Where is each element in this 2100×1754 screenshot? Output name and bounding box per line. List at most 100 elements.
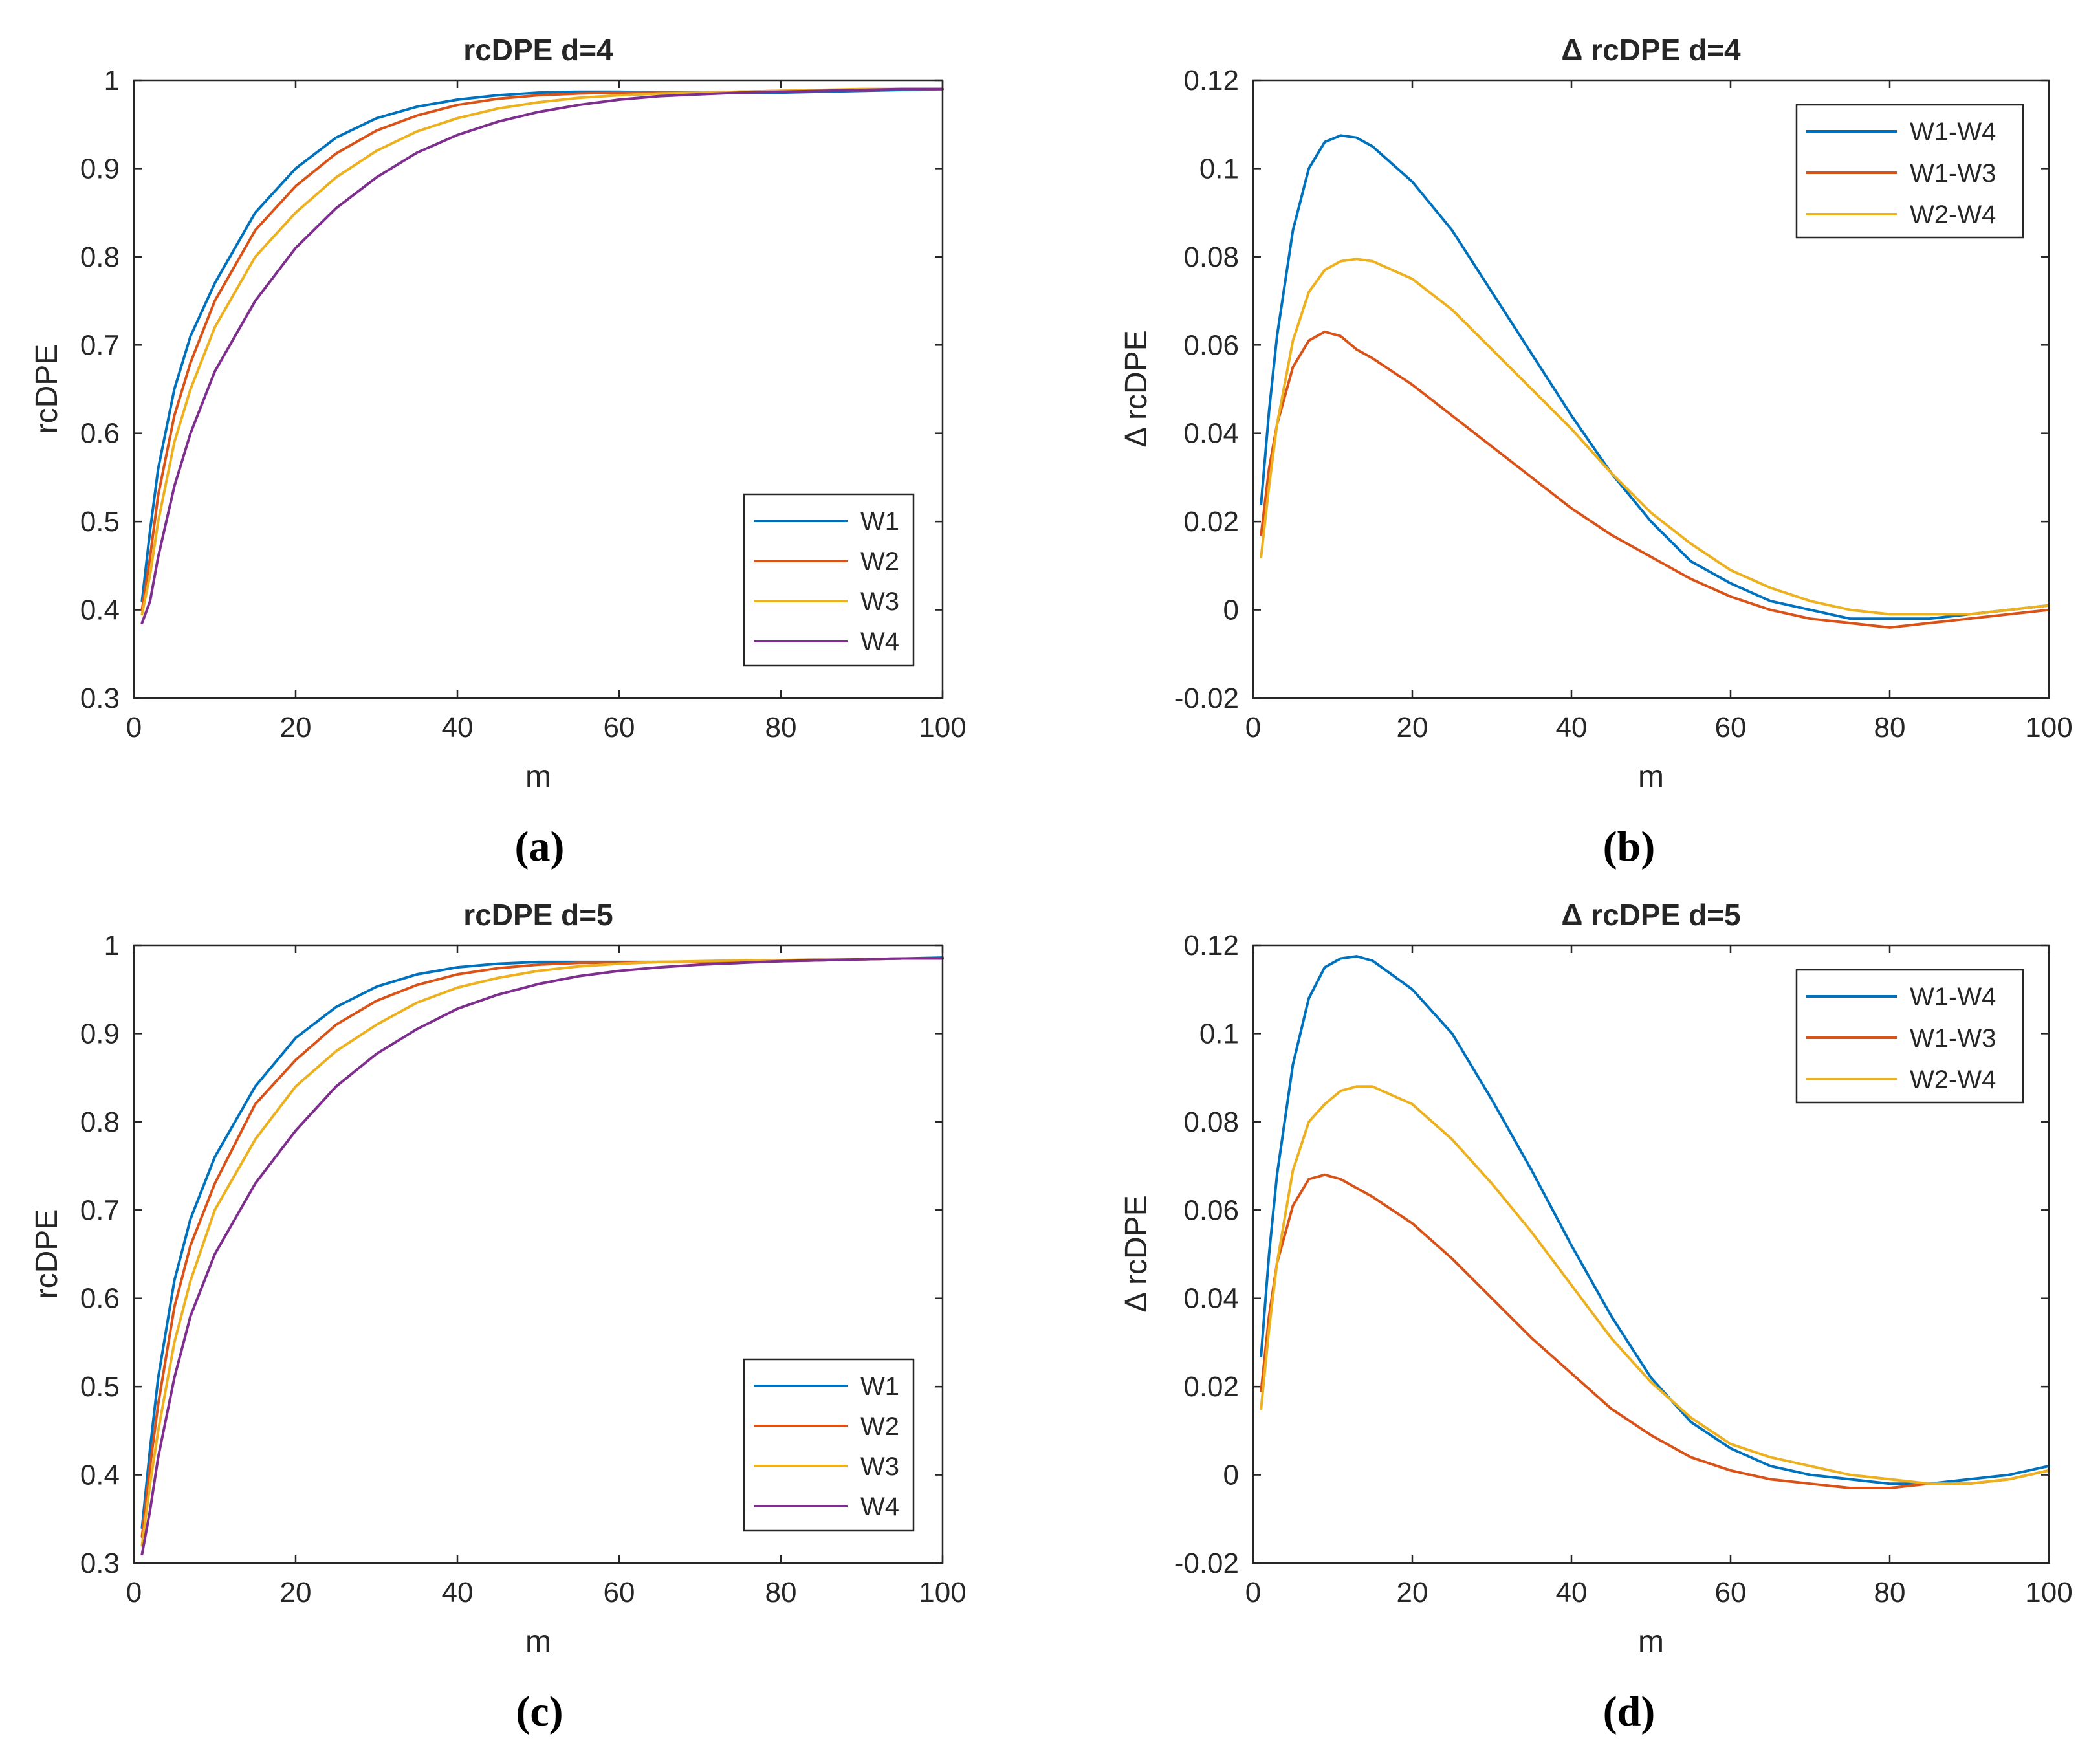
y-tick-label: 0.6 (80, 418, 120, 450)
y-tick-label: 0.8 (80, 241, 120, 273)
y-axis-label: rcDPE (30, 344, 64, 434)
y-tick-label: 0.3 (80, 1548, 120, 1579)
legend-entry: W2 (754, 1412, 899, 1441)
legend-label: W4 (860, 628, 899, 656)
x-tick-label: 20 (1397, 1577, 1428, 1608)
panel-d: Δ rcDPE d=5 0 20 40 60 80 100-0.0200.020.040.… (1119, 898, 2073, 1735)
plot-area-frame (133, 79, 944, 699)
plot-area-frame (133, 944, 944, 1564)
x-tick-label: 100 (2025, 712, 2072, 743)
y-tick-label: 0.06 (1183, 329, 1239, 361)
series-line-w4 (140, 87, 944, 624)
panel-a: rcDPE d=4 0 20 40 60 80 100 0.3 0.4 0.5 0.6 0.7 0.8… (30, 33, 967, 870)
y-tick-label: 0 (1223, 1460, 1239, 1491)
y-tick-label: 0.6 (80, 1283, 120, 1315)
panel-caption: (a) (515, 823, 565, 870)
y-tick-label: 1 (104, 65, 120, 96)
y-tick-label: 0.12 (1183, 930, 1239, 961)
legend-label: W3 (860, 1453, 899, 1481)
legend-entry: W2-W4 (1806, 1066, 1996, 1094)
y-tick-label: 0.12 (1183, 65, 1239, 96)
legend-entry: W1-W4 (1806, 118, 1996, 146)
y-tick-label: 1 (104, 930, 120, 961)
y-tick-label: 0.1 (1199, 153, 1239, 184)
y-tick-label: 0.7 (80, 329, 120, 361)
x-tick-label: 80 (765, 712, 797, 743)
legend-label: W4 (860, 1493, 899, 1521)
x-tick-label: 60 (1715, 712, 1747, 743)
x-tick-label: 60 (1715, 1577, 1747, 1608)
x-tick-label: 0 (1245, 1577, 1261, 1608)
legend-entry: W1 (754, 1372, 899, 1401)
y-tick-label: 0.02 (1183, 1371, 1239, 1403)
y-tick-label: -0.02 (1174, 683, 1239, 714)
y-tick-label: 0.04 (1183, 1283, 1239, 1315)
x-axis-label: m (525, 760, 551, 794)
x-tick-label: 20 (280, 712, 312, 743)
legend-entry: W4 (754, 628, 899, 656)
chart-title: Δ rcDPE d=4 (1561, 33, 1741, 67)
x-tick-label: 0 (1245, 712, 1261, 743)
series-line-w1-w4 (1260, 134, 2050, 620)
x-tick-label: 40 (1556, 712, 1588, 743)
y-axis-label: Δ rcDPE (1119, 1195, 1154, 1312)
legend-entry: W3 (754, 1453, 899, 1481)
legend-label: W2-W4 (1910, 201, 1996, 229)
y-tick-label: 0.06 (1183, 1194, 1239, 1226)
legend-label: W1-W4 (1910, 983, 1996, 1011)
x-axis-label: m (1638, 760, 1664, 794)
legend: W1-W4 W1-W3 W2-W4 (1795, 104, 2024, 239)
y-tick-label: 0.02 (1183, 506, 1239, 538)
legend-entry: W1-W3 (1806, 159, 1996, 188)
panel-b: Δ rcDPE d=4 0 20 40 60 80 100-0.0200.020.040.… (1119, 33, 2073, 870)
x-tick-label: 60 (604, 1577, 635, 1608)
x-tick-label: 80 (765, 1577, 797, 1608)
x-tick-label: 100 (919, 712, 966, 743)
x-tick-label: 100 (919, 1577, 966, 1608)
legend: W1 W2 W3 W4 (743, 493, 915, 667)
y-tick-label: 0 (1223, 595, 1239, 626)
legend-label: W1-W4 (1910, 118, 1996, 146)
x-tick-label: 80 (1874, 1577, 1906, 1608)
legend-entry: W1-W4 (1806, 983, 1996, 1011)
series-line-w1-w4 (1260, 955, 2050, 1485)
x-tick-label: 60 (604, 712, 635, 743)
panel-caption: (b) (1603, 823, 1656, 870)
legend-entry: W1-W3 (1806, 1024, 1996, 1053)
y-tick-label: 0.3 (80, 683, 120, 714)
series-line-w2-w4 (1260, 1085, 2050, 1485)
x-tick-label: 0 (126, 712, 142, 743)
legend-label: W1-W3 (1910, 1024, 1996, 1053)
x-tick-label: 100 (2025, 1577, 2072, 1608)
y-axis-label: Δ rcDPE (1119, 330, 1154, 447)
x-tick-label: 0 (126, 1577, 142, 1608)
series-line-w1-w3 (1260, 1173, 2050, 1489)
y-tick-label: 0.9 (80, 153, 120, 184)
legend-label: W2 (860, 1412, 899, 1441)
y-tick-label: 0.4 (80, 595, 120, 626)
panel-caption: (d) (1603, 1688, 1656, 1735)
x-tick-label: 20 (280, 1577, 312, 1608)
chart-title: rcDPE d=5 (463, 898, 613, 932)
series-line-w1-w3 (1260, 330, 2050, 629)
x-tick-label: 20 (1397, 712, 1428, 743)
legend-label: W2 (860, 547, 899, 576)
legend-entry: W4 (754, 1493, 899, 1521)
x-tick-label: 40 (442, 1577, 474, 1608)
plot-area-frame (1252, 79, 2050, 699)
chart-title: Δ rcDPE d=5 (1561, 898, 1740, 932)
series-line-w2-w4 (1260, 258, 2050, 616)
y-tick-label: -0.02 (1174, 1548, 1239, 1579)
y-tick-label: 0.04 (1183, 418, 1239, 450)
legend-box (743, 1358, 915, 1532)
x-tick-label: 40 (442, 712, 474, 743)
legend-label: W3 (860, 587, 899, 616)
y-tick-label: 0.08 (1183, 241, 1239, 273)
y-axis-label: rcDPE (30, 1209, 64, 1299)
y-tick-label: 0.1 (1199, 1018, 1239, 1049)
legend-label: W2-W4 (1910, 1066, 1996, 1094)
legend-box (743, 493, 915, 667)
legend-entry: W2 (754, 547, 899, 576)
panel-caption: (c) (516, 1688, 563, 1735)
